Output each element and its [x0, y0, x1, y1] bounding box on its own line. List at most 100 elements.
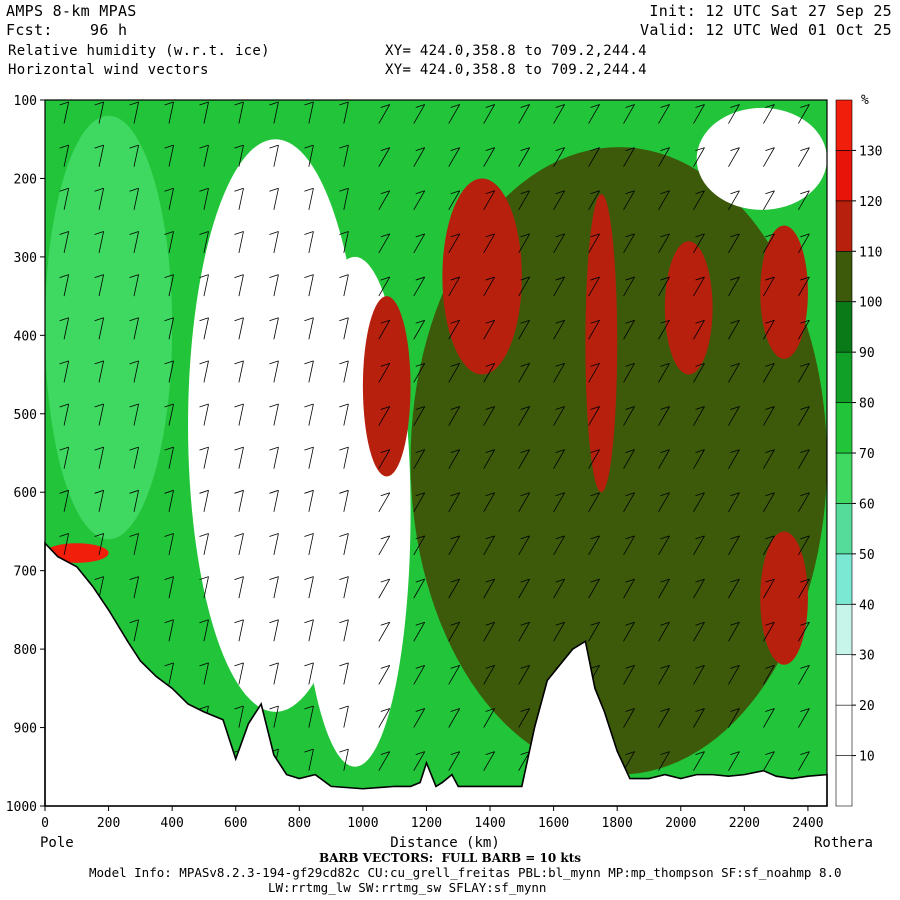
wind-barb-flag	[59, 101, 69, 106]
wind-barb-flag	[94, 360, 104, 365]
wind-barb	[308, 662, 314, 685]
wind-barb	[728, 751, 740, 771]
wind-barb-flag	[415, 578, 425, 583]
wind-barb-flag	[164, 619, 174, 624]
wind-barb-flag	[765, 621, 775, 626]
wind-barb	[343, 662, 349, 685]
wind-barb	[133, 317, 139, 340]
wind-barb	[238, 274, 244, 297]
wind-barb	[448, 578, 461, 599]
x-tick-label: 800	[288, 816, 311, 831]
wind-barb-flag	[800, 664, 810, 669]
wind-barb	[133, 101, 139, 124]
wind-barb-flag	[164, 360, 174, 365]
wind-barb	[168, 490, 174, 512]
wind-barb-flag	[485, 708, 495, 712]
wind-barb-flag	[304, 748, 314, 753]
wind-barb-flag	[234, 576, 244, 580]
wind-barb-flag	[555, 190, 565, 195]
wind-barb	[798, 578, 810, 599]
wind-barb-flag	[695, 621, 705, 626]
wind-barb-flag	[800, 492, 810, 497]
wind-barb-flag	[164, 187, 174, 192]
wind-barb	[168, 619, 174, 642]
wind-barb-flag	[269, 187, 279, 192]
wind-barb-flag	[730, 104, 740, 108]
wind-barb	[203, 145, 209, 167]
wind-barb	[343, 403, 349, 426]
wind-barb	[203, 403, 209, 426]
wind-barb	[588, 104, 600, 124]
wind-barb	[623, 578, 635, 599]
wind-barb	[168, 231, 174, 254]
wind-barb	[553, 190, 565, 211]
wind-barb-flag	[269, 101, 279, 106]
wind-barb-flag	[94, 187, 104, 192]
x-tick-label: 400	[160, 816, 183, 831]
x-tick-label: 2200	[729, 816, 760, 831]
wind-barb	[763, 190, 775, 211]
wind-barb-flag	[234, 489, 244, 494]
wind-barb	[728, 449, 740, 469]
wind-barb	[273, 145, 279, 167]
colorbar-segment	[835, 603, 853, 656]
wind-barb-flag	[234, 360, 244, 365]
wind-barb	[798, 535, 810, 556]
wind-barb-flag	[269, 576, 279, 580]
wind-barb-flag	[625, 751, 635, 756]
wind-barb	[413, 578, 426, 599]
wind-barb-flag	[695, 449, 705, 454]
wind-barb-flag	[304, 403, 314, 408]
wind-barb-flag	[625, 535, 635, 540]
wind-barb-flag	[199, 662, 209, 667]
wind-barb-flag	[660, 449, 670, 454]
wind-barb	[448, 406, 461, 426]
wind-barb	[798, 276, 810, 297]
wind-barb-flag	[485, 406, 495, 410]
wind-barb	[63, 145, 70, 167]
wind-barb	[413, 665, 426, 685]
wind-barb	[63, 490, 70, 512]
wind-barb	[63, 360, 70, 383]
wind-barb-flag	[129, 576, 139, 580]
wind-barb-flag	[199, 144, 209, 149]
wind-barb	[413, 622, 426, 642]
wind-barb	[308, 231, 314, 254]
wind-barb-flag	[730, 190, 740, 195]
wind-barb-flag	[59, 187, 69, 192]
wind-barb	[448, 147, 461, 167]
wind-barb	[63, 231, 70, 254]
colorbar-segment	[835, 654, 853, 706]
wind-barb	[693, 751, 705, 771]
colorbar-segment	[835, 150, 853, 202]
y-tick-label: 100	[14, 94, 37, 109]
wind-barb	[98, 145, 105, 167]
wind-barb	[238, 101, 244, 124]
wind-barb-flag	[695, 751, 705, 756]
wind-barb-flag	[199, 360, 209, 365]
wind-barb-flag	[765, 147, 775, 152]
wind-barb	[693, 622, 705, 642]
wind-barb	[448, 190, 461, 211]
wind-barb-flag	[765, 535, 775, 540]
colorbar-tick-label: 130	[859, 144, 882, 159]
wind-barb	[378, 751, 391, 771]
wind-barb-flag	[625, 319, 635, 324]
wind-barb-flag	[485, 319, 495, 324]
wind-barb	[308, 705, 314, 728]
valid-time: Valid: 12 UTC Wed 01 Oct 25	[640, 22, 892, 38]
wind-barb-flag	[129, 489, 139, 494]
wind-barb-flag	[660, 406, 670, 410]
wind-barb	[273, 231, 279, 254]
wind-barb	[553, 276, 565, 297]
wind-barb	[413, 535, 426, 556]
colorbar-tick-label: 70	[859, 447, 875, 462]
wind-barb-flag	[765, 104, 775, 108]
wind-barb-flag	[765, 406, 775, 410]
wind-barb-flag	[199, 317, 209, 322]
wind-barb	[483, 147, 496, 167]
wind-barb-flag	[339, 101, 349, 106]
wind-barb-flag	[765, 233, 775, 238]
plot-frame	[44, 99, 828, 807]
wind-barb	[798, 363, 810, 383]
